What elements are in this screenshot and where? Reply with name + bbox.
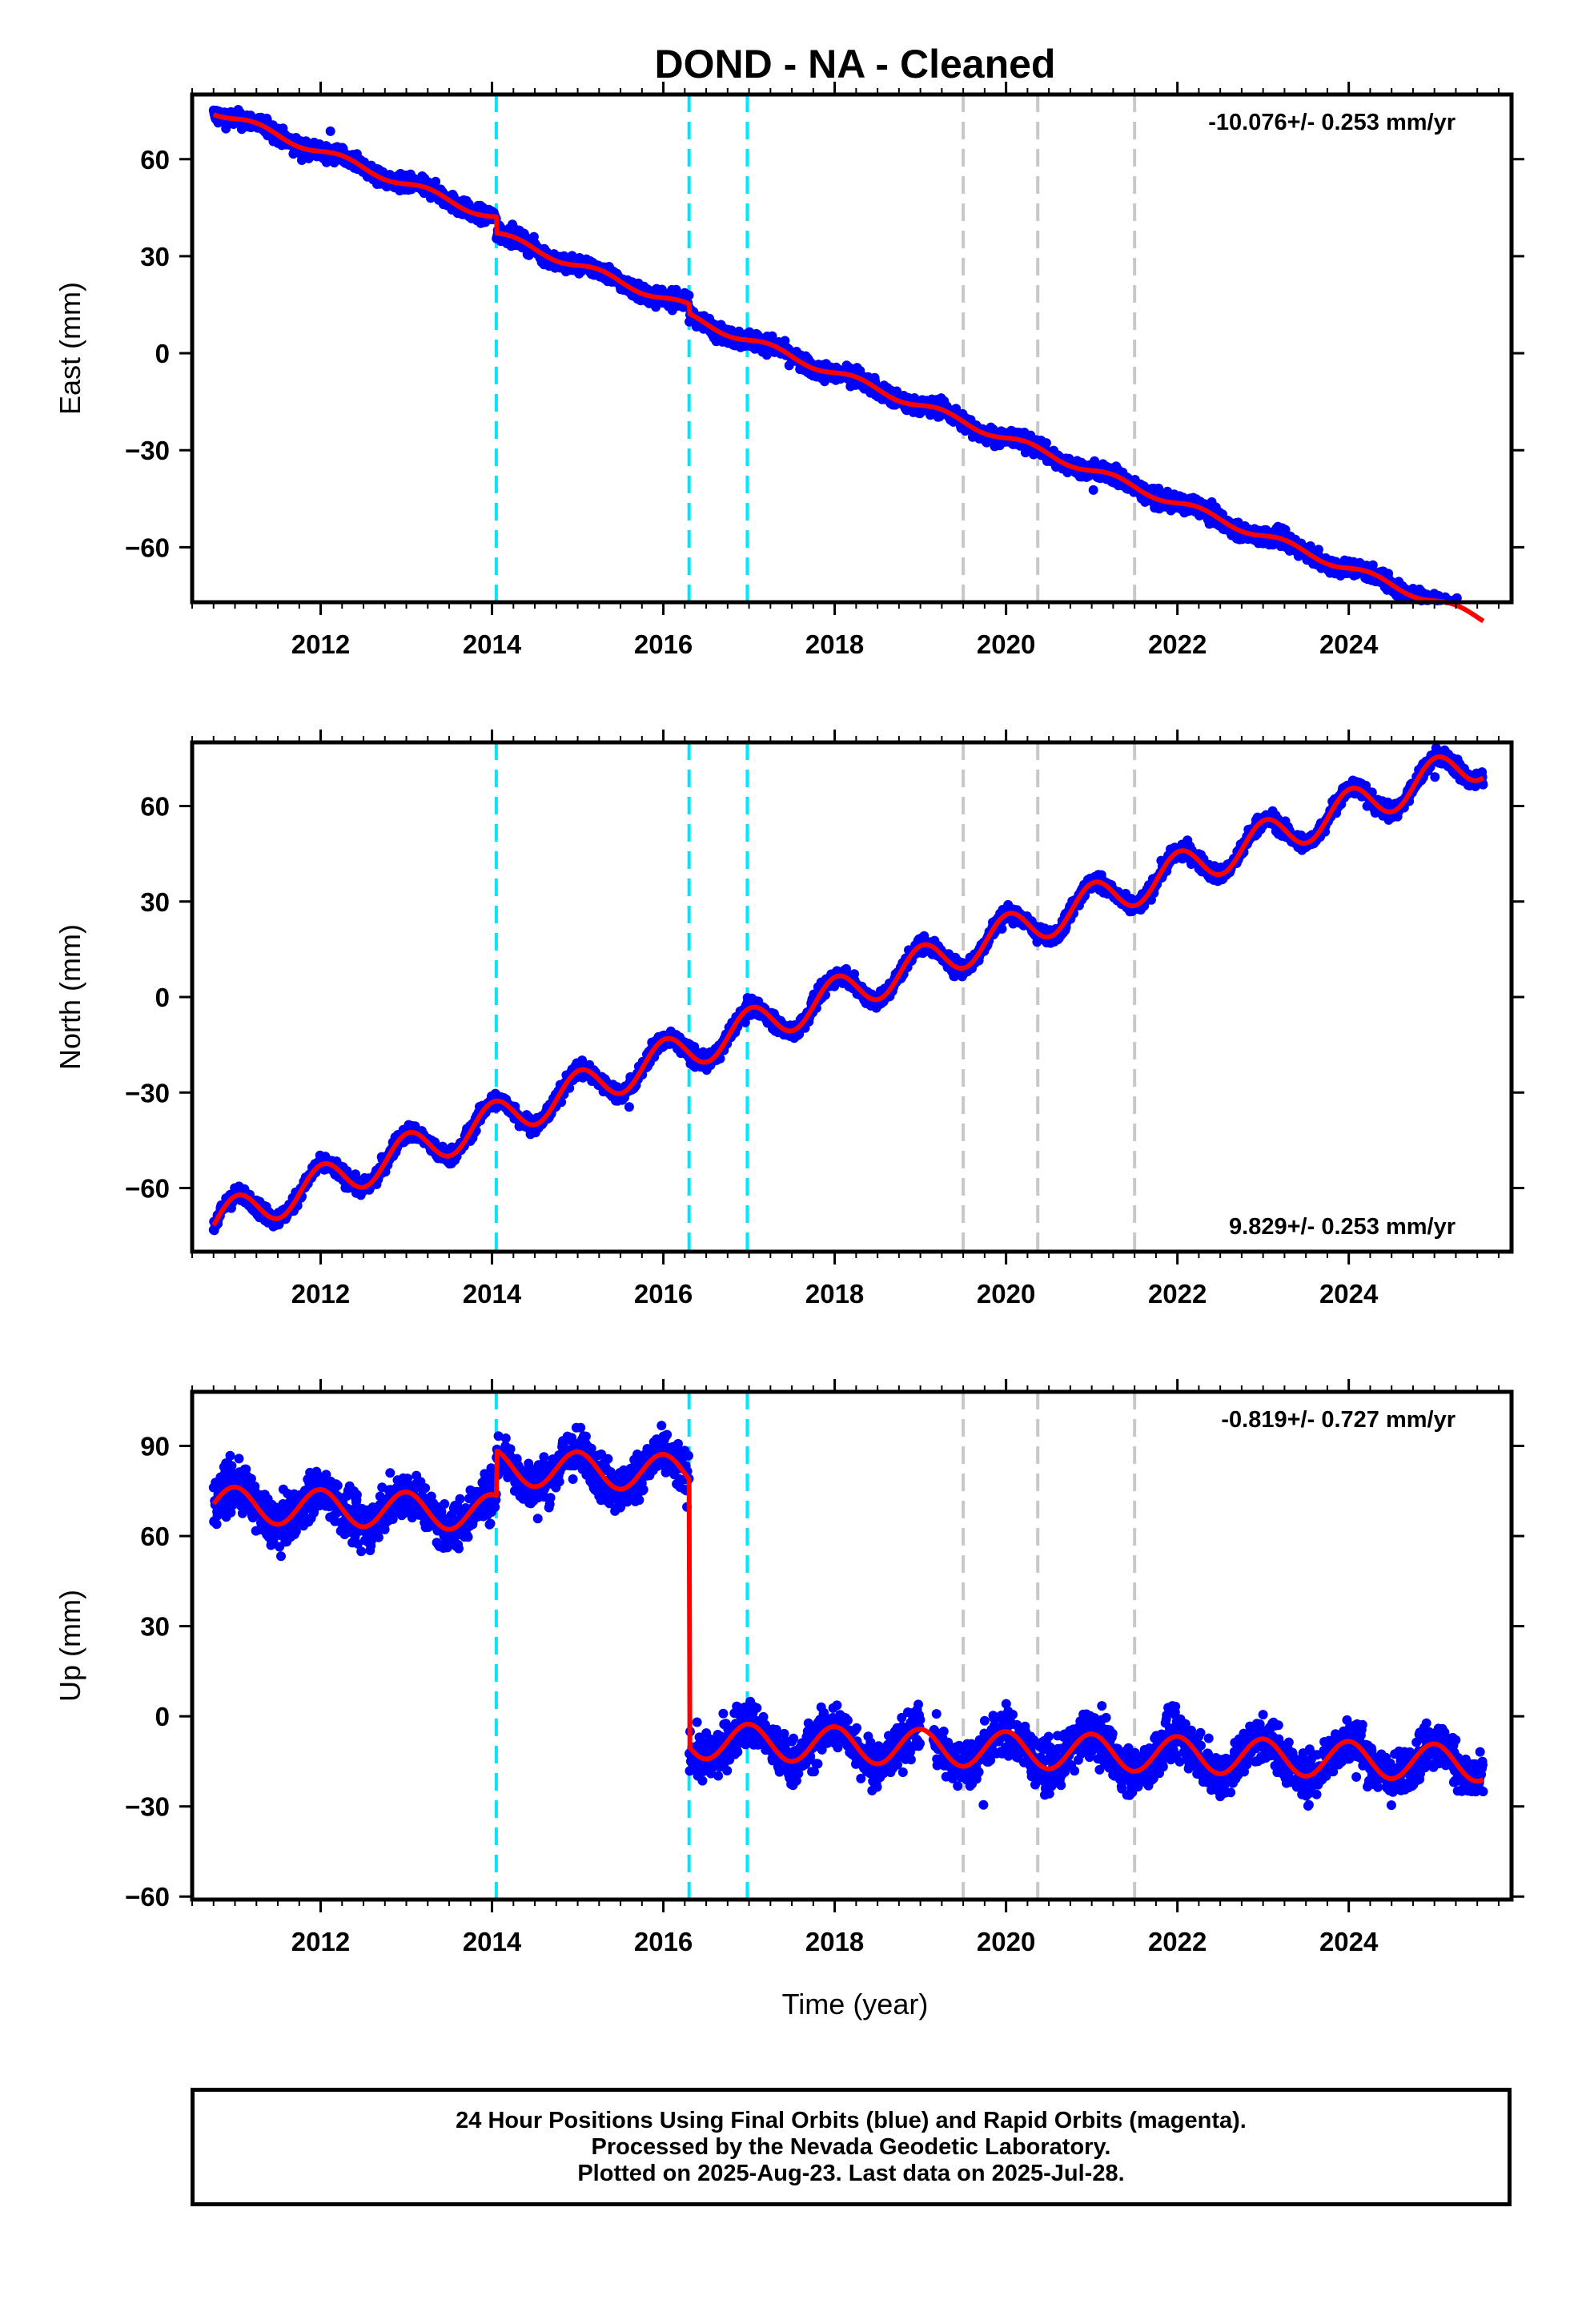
data-point — [624, 1102, 634, 1112]
panel-north: 2012 2014 2016 2018 2020 2022 202460300−30−60N… — [54, 730, 1524, 1309]
y-axis-title: East (mm) — [54, 282, 86, 415]
x-tick-label: 2014 — [463, 629, 522, 659]
x-tick-label: 2024 — [1319, 629, 1379, 659]
y-tick-label: 60 — [140, 145, 170, 175]
data-point — [1041, 438, 1051, 448]
panel-east: 2012 2014 2016 2018 2020 2022 2024 60 30 0 −30 −60 E… — [54, 82, 1524, 659]
y-tick-label: 0 — [155, 339, 170, 368]
y-tick-label: −30 — [125, 436, 170, 465]
x-tick-label: 2018 — [805, 629, 864, 659]
data-point — [684, 290, 694, 300]
chart-title: DOND - NA - Cleaned — [655, 42, 1056, 86]
data-point — [325, 126, 335, 136]
velocity-annotation: -10.076+/- 0.253 mm/yr — [1208, 110, 1456, 135]
x-axis-title: Time (year) — [782, 1988, 929, 2020]
data-point — [671, 284, 681, 295]
y-tick-label: 30 — [140, 242, 170, 271]
x-tick-label: 2020 — [977, 629, 1035, 659]
x-tick-label: 2022 — [1148, 629, 1207, 659]
data-point — [1088, 485, 1098, 495]
data-point — [431, 176, 441, 187]
x-tick-label: 2016 — [634, 629, 693, 659]
data-point — [1367, 560, 1378, 570]
x-tick-label: 2012 — [291, 629, 350, 659]
y-tick-label: −60 — [125, 533, 170, 562]
